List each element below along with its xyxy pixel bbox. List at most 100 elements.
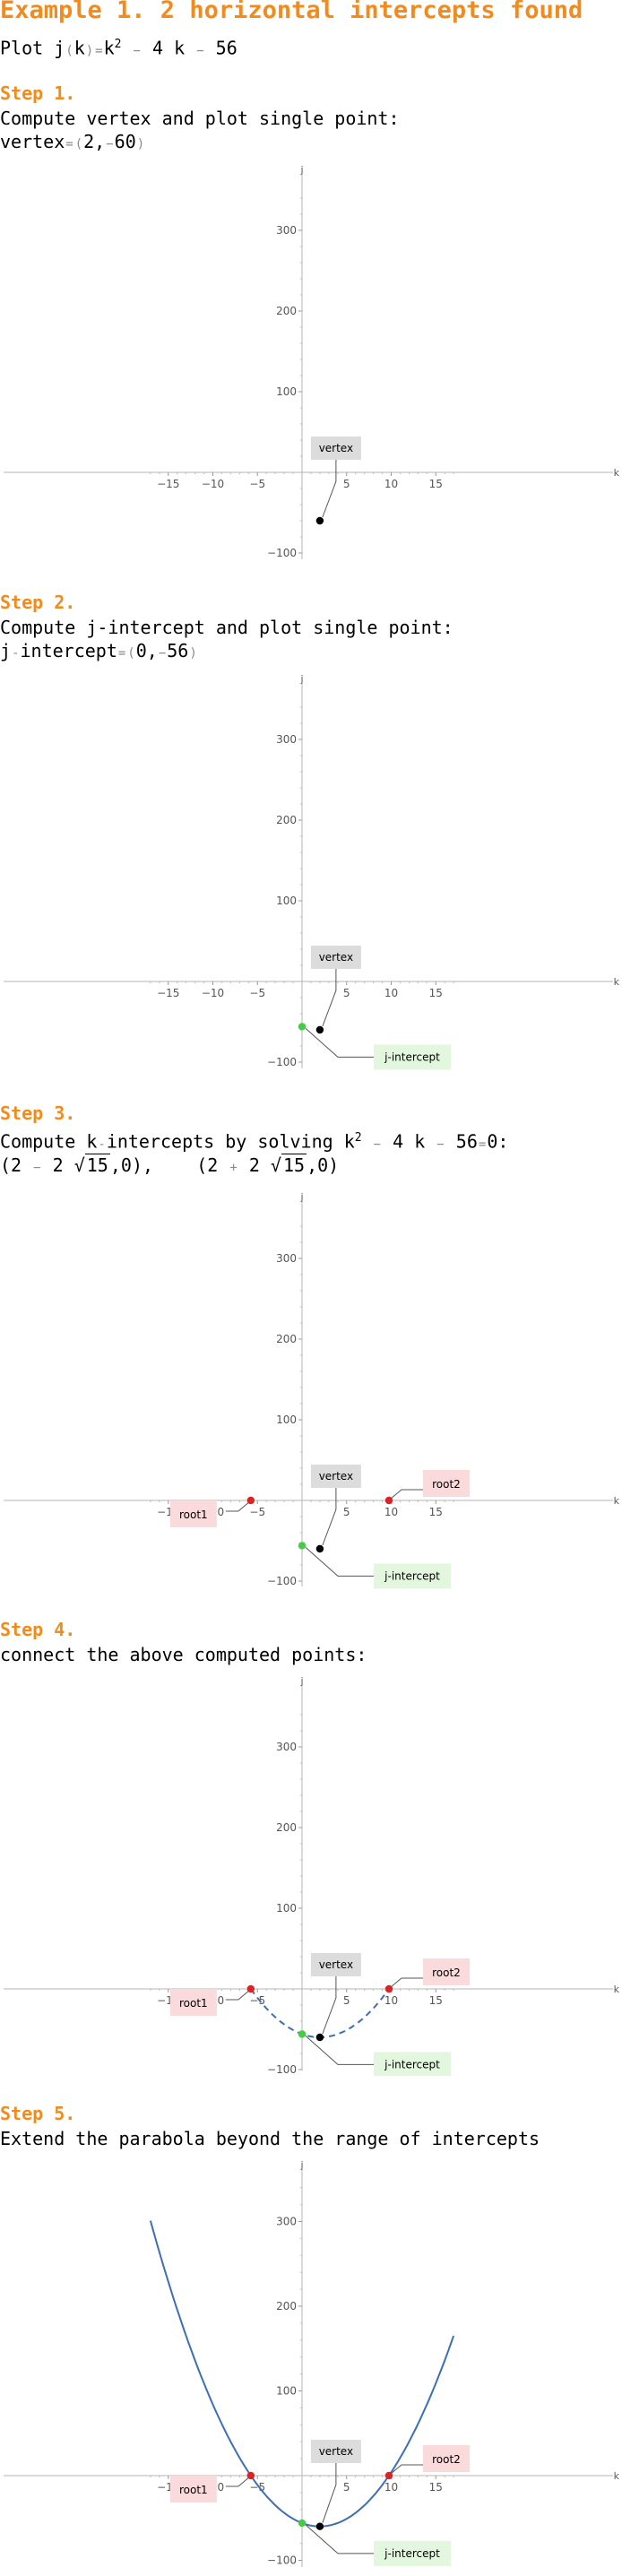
vertex-leader: [322, 1488, 337, 1546]
root1-radicand: 15: [84, 1154, 110, 1176]
vertex-point: [315, 516, 324, 525]
root1-label-box: [169, 1500, 217, 1527]
step-2-result: j-intercept= (0,−56): [0, 640, 198, 664]
y-tick-label: −100: [267, 547, 297, 559]
step-3-label: Step 3.: [0, 1102, 76, 1124]
step-1-description: Compute vertex and plot single point:: [0, 108, 400, 129]
vertex-point: [315, 1544, 324, 1553]
result-name: vertex: [0, 131, 65, 152]
result-name: j: [0, 640, 12, 661]
vertex-leader: [322, 460, 337, 518]
step-1-label: Step 1.: [0, 82, 76, 104]
plot-exponent: 2: [114, 38, 122, 51]
j-intercept-label: j-intercept: [384, 1569, 440, 1582]
x-tick-label: 15: [429, 987, 443, 999]
vertex-leader: [322, 1976, 337, 2035]
step-3-description: Compute k-intercepts by solving k2 − 4 k…: [0, 1128, 508, 1155]
vertex-point: [315, 1025, 324, 1034]
step-3-roots: (2 − 2 √ 15,0), (2 + 2 √ 15,0): [0, 1154, 339, 1179]
x-tick-label: 5: [343, 1506, 350, 1518]
x-tick-label: 15: [429, 1506, 443, 1518]
function-definition: Plot j(k) =k2 − 4 k − 56: [0, 34, 238, 62]
x-tick-label: −5: [249, 987, 265, 999]
y-tick-label: 200: [276, 1333, 297, 1345]
root1-coef: 2: [52, 1154, 64, 1176]
y-tick-label: 300: [276, 224, 297, 237]
root1-leader: [225, 1990, 250, 2001]
y-tick-label: 200: [276, 2300, 297, 2312]
sqrt-icon: √: [270, 1154, 281, 1176]
x-tick-label: 5: [343, 987, 350, 999]
root2-coef: 2: [248, 1154, 260, 1176]
root2-label-box: [422, 1958, 470, 1985]
step-3-plot: kj−15−10−551015−100100200300vertexj-inte…: [4, 1192, 620, 1589]
j-intercept-point: [298, 2030, 307, 2038]
paren-open: (: [127, 646, 135, 661]
j-intercept-leader: [305, 1547, 374, 1577]
vertex-label-box: [310, 946, 361, 969]
step-1-plot: k j −15 −10 −5 5 10 15 −100 100 200 300 vertex: [4, 165, 620, 559]
x-tick-label: 15: [429, 478, 443, 490]
x-tick-label: −10: [202, 478, 224, 490]
step-4-plot: kj−15−10−551015−100100200300vertexj-inte…: [4, 1676, 620, 2076]
paren-close: ): [85, 43, 94, 58]
minus-sign: −: [158, 646, 167, 661]
desc-text: intercepts by solving k: [106, 1130, 355, 1153]
y-tick-label: −100: [267, 2554, 297, 2567]
j-intercept-point: [298, 1023, 307, 1031]
minus-sign: −: [196, 43, 204, 58]
plot-prefix: Plot j: [0, 37, 65, 59]
y-tick-label: 200: [276, 305, 297, 317]
step-4-description: connect the above computed points:: [0, 1644, 367, 1665]
paren-open: (: [65, 43, 73, 58]
root1-leader: [225, 1501, 250, 1512]
root1-label: root1: [179, 2484, 208, 2496]
step-4-label: Step 4.: [0, 1619, 76, 1640]
x-tick-label: −5: [249, 1506, 265, 1518]
x-tick-label: 10: [384, 478, 398, 490]
y-tick-label: 100: [276, 2385, 297, 2398]
j-intercept-leader: [305, 1028, 374, 1058]
step-2-label: Step 2.: [0, 592, 76, 613]
root2-label-box: [422, 2445, 470, 2472]
y-tick-label: 100: [276, 895, 297, 907]
vertex-leader: [322, 969, 337, 1027]
j-intercept-label-box: [374, 2052, 451, 2076]
y-tick-label: −100: [267, 1575, 297, 1587]
root2-leader: [390, 1489, 423, 1500]
comma: ,: [146, 640, 158, 661]
y-tick-label: 300: [276, 2216, 297, 2228]
root2-label-box: [422, 1470, 470, 1497]
page-title: Example 1. 2 horizontal intercepts found: [0, 0, 583, 24]
y-axis-label: j: [299, 2160, 303, 2171]
root2-leader: [390, 1977, 423, 1988]
desc-text: Compute k: [0, 1130, 98, 1153]
root2-point: [384, 2471, 393, 2480]
y-axis-label: j: [299, 1192, 303, 1203]
plot-k: k: [103, 37, 115, 59]
root1-label: root1: [179, 1508, 208, 1521]
root2-label: root2: [432, 2453, 461, 2466]
j-intercept-label-box: [374, 1044, 451, 1070]
x-tick-label: −10: [202, 987, 224, 999]
dash: -: [98, 1137, 106, 1152]
minus-sign: −: [106, 137, 114, 151]
root1-point: [246, 1984, 255, 1993]
vertex-point: [315, 2033, 324, 2042]
result-name-2: intercept: [20, 640, 117, 661]
root2-leader: [390, 2464, 423, 2475]
root2-expr: (2: [196, 1154, 219, 1176]
vertex-label: vertex: [319, 951, 353, 964]
root1-leader: [225, 2477, 250, 2487]
y-tick-label: 100: [276, 1413, 297, 1426]
result-x: 0: [135, 640, 147, 661]
paren-close: ): [136, 137, 145, 151]
j-intercept-point: [298, 2519, 307, 2528]
desc-term: 4 k: [393, 1130, 426, 1153]
x-tick-label: 10: [384, 987, 398, 999]
vertex-label: vertex: [319, 1958, 353, 1971]
root1-label-box: [169, 1989, 217, 2016]
x-tick-label: −15: [157, 987, 179, 999]
j-intercept-label: j-intercept: [384, 2058, 440, 2070]
vertex-leader: [322, 2463, 337, 2523]
